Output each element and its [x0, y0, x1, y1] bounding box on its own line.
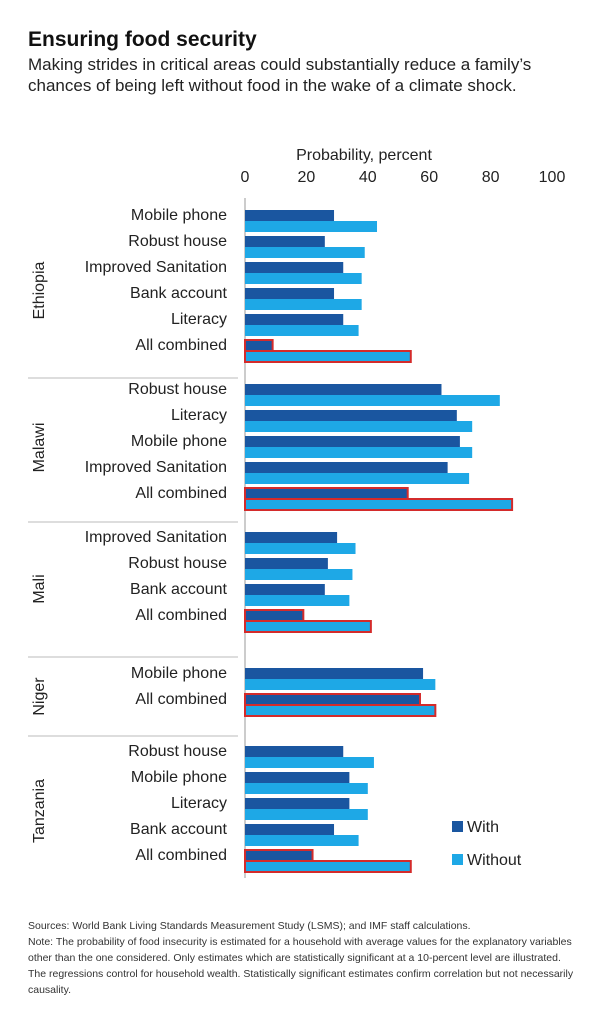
- group-label: Niger: [31, 677, 48, 716]
- category-label: Literacy: [171, 795, 227, 812]
- bar-chart: Probability, percent 0 20 40 60 80 100 Ethiopia…: [28, 147, 566, 878]
- bar-with: [245, 236, 325, 247]
- x-tick-label: 100: [539, 169, 566, 186]
- bar-without: [245, 247, 365, 258]
- bar-without: [245, 299, 362, 310]
- legend-label-without: Without: [467, 852, 522, 869]
- category-label: Improved Sanitation: [85, 259, 227, 276]
- bar-with: [245, 694, 420, 705]
- x-tick-label: 40: [359, 169, 377, 186]
- bar-without: [245, 221, 378, 232]
- chart-title: Ensuring food security: [28, 28, 257, 51]
- bar-without: [245, 473, 470, 484]
- bar-without: [245, 679, 436, 690]
- bar-without: [245, 621, 371, 632]
- x-tick-label: 0: [241, 169, 250, 186]
- category-label: Mobile phone: [131, 433, 227, 450]
- bar-without-highlight: [244, 860, 412, 873]
- bar-without: [245, 705, 436, 716]
- legend-swatch-without: [452, 854, 463, 865]
- legend-label-with: With: [467, 819, 499, 836]
- bar-without-highlight: [244, 704, 437, 717]
- note-line: Note: The probability of food insecurity…: [28, 936, 574, 996]
- bar-without: [245, 499, 513, 510]
- bar-without: [245, 757, 374, 768]
- bar-without: [245, 543, 356, 554]
- bar-with: [245, 462, 448, 473]
- category-label: All combined: [135, 337, 227, 354]
- bar-with: [245, 610, 304, 621]
- category-label: Bank account: [130, 581, 228, 598]
- category-label: Robust house: [128, 381, 227, 398]
- bar-with: [245, 532, 338, 543]
- category-label: All combined: [135, 691, 227, 708]
- category-label: Improved Sanitation: [85, 459, 227, 476]
- x-axis-label: Probability, percent: [296, 147, 432, 164]
- legend-swatch-with: [452, 821, 463, 832]
- bar-without-highlight: [244, 620, 372, 633]
- bar-without-highlight: [244, 498, 514, 511]
- bar-without: [245, 809, 368, 820]
- group-label: Malawi: [31, 423, 48, 473]
- category-label: Literacy: [171, 311, 227, 328]
- bar-without-highlight: [244, 350, 412, 363]
- bar-without: [245, 325, 359, 336]
- bar-without: [245, 569, 353, 580]
- category-label: Mobile phone: [131, 665, 227, 682]
- category-label: Bank account: [130, 821, 228, 838]
- category-label: All combined: [135, 847, 227, 864]
- bar-with: [245, 488, 408, 499]
- bar-without: [245, 351, 411, 362]
- sources-note: Sources: World Bank Living Standards Mea…: [28, 918, 578, 998]
- bar-with: [245, 288, 335, 299]
- group-label: Tanzania: [31, 779, 48, 843]
- category-label: Mobile phone: [131, 769, 227, 786]
- bar-with: [245, 436, 460, 447]
- bar-without: [245, 595, 350, 606]
- bar-with: [245, 668, 424, 679]
- bar-with: [245, 584, 325, 595]
- bar-with: [245, 384, 442, 395]
- bar-with: [245, 824, 335, 835]
- bar-with: [245, 314, 344, 325]
- bar-with: [245, 340, 273, 351]
- category-label: All combined: [135, 607, 227, 624]
- category-label: All combined: [135, 485, 227, 502]
- bar-without: [245, 447, 473, 458]
- category-label: Robust house: [128, 555, 227, 572]
- category-label: Robust house: [128, 743, 227, 760]
- chart-subtitle: Making strides in critical areas could s…: [28, 55, 532, 95]
- x-tick-label: 60: [420, 169, 438, 186]
- group-label: Mali: [31, 574, 48, 603]
- category-label: Mobile phone: [131, 207, 227, 224]
- bar-with: [245, 210, 335, 221]
- bar-with: [245, 558, 328, 569]
- bar-without: [245, 783, 368, 794]
- category-label: Improved Sanitation: [85, 529, 227, 546]
- bar-without: [245, 395, 500, 406]
- bar-without: [245, 835, 359, 846]
- category-label: Robust house: [128, 233, 227, 250]
- bar-with: [245, 410, 457, 421]
- category-label: Literacy: [171, 407, 227, 424]
- bar-with: [245, 798, 350, 809]
- bar-with: [245, 262, 344, 273]
- bar-without: [245, 861, 411, 872]
- bar-without: [245, 421, 473, 432]
- bar-without: [245, 273, 362, 284]
- x-tick-label: 20: [298, 169, 316, 186]
- bar-with: [245, 850, 313, 861]
- bar-with: [245, 746, 344, 757]
- sources-line: Sources: World Bank Living Standards Mea…: [28, 920, 471, 932]
- group-label: Ethiopia: [31, 261, 48, 319]
- x-tick-label: 80: [482, 169, 500, 186]
- bar-with: [245, 772, 350, 783]
- category-label: Bank account: [130, 285, 228, 302]
